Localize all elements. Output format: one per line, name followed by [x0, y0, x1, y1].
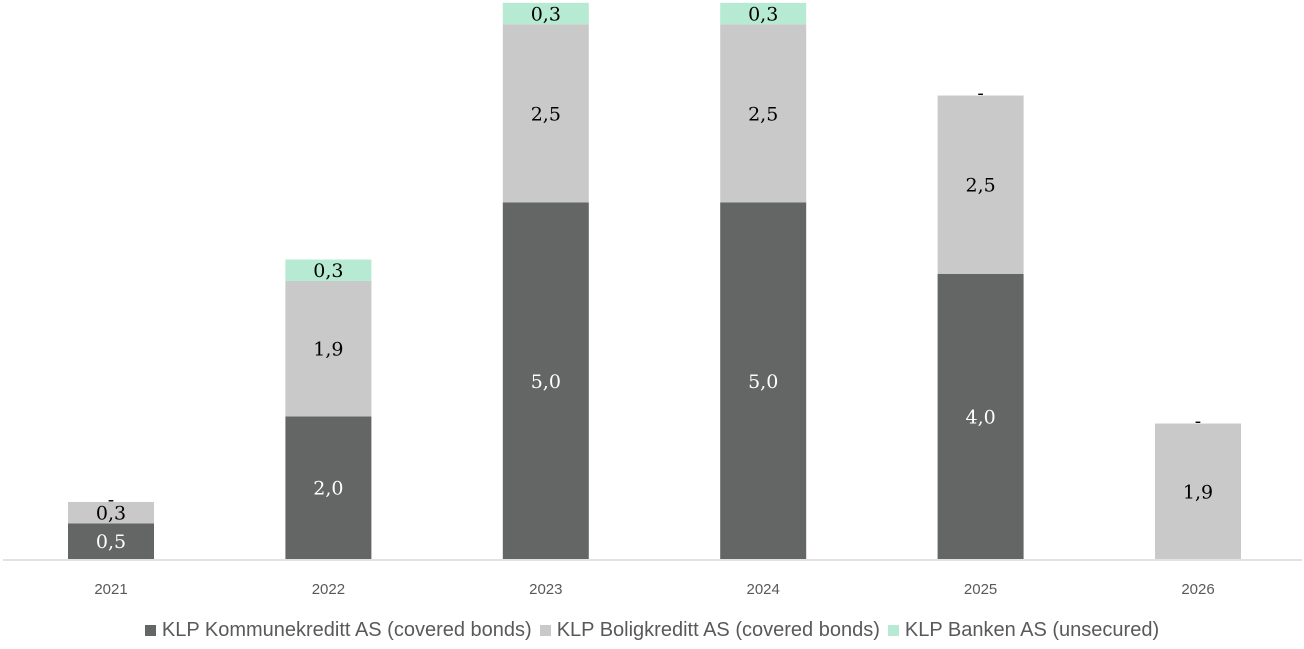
data-labels-layer: 0,50,3-2,01,90,35,02,50,35,02,50,34,02,5…: [96, 4, 1213, 554]
legend-swatch-banken: [887, 625, 899, 636]
data-label-klp-boligkreditt-as-2022: 1,9: [313, 339, 343, 361]
x-tick-label-2023: 2023: [529, 581, 562, 598]
legend-label-kommunekreditt: KLP Kommunekreditt AS (covered bonds): [161, 619, 532, 641]
legend-item-banken: KLP Banken AS (unsecured): [887, 619, 1160, 642]
data-label-klp-banken-as-2024: 0,3: [748, 4, 778, 26]
data-label-klp-banken-as-2023: 0,3: [531, 4, 561, 26]
data-label-klp-banken-as-2025: -: [977, 83, 983, 105]
data-label-klp-kommunekreditt-as-2025: 4,0: [965, 406, 995, 428]
bars-layer: [68, 2, 1241, 559]
bar-klp-kommunekreditt-as-2025: [937, 273, 1024, 559]
bar-klp-boligkreditt-as-2025: [937, 95, 1024, 274]
bar-klp-kommunekreditt-as-2021: [68, 523, 154, 559]
data-label-klp-boligkreditt-as-2021: 0,3: [96, 503, 126, 525]
legend-swatch-boligkreditt: [539, 625, 551, 636]
bar-klp-boligkreditt-as-2021: [68, 501, 154, 524]
bar-klp-banken-as-2024: [720, 2, 807, 25]
data-label-klp-kommunekreditt-as-2021: 0,5: [96, 531, 126, 553]
bar-klp-boligkreditt-as-2024: [720, 24, 807, 203]
data-label-klp-boligkreditt-as-2025: 2,5: [965, 175, 995, 197]
x-tick-label-2024: 2024: [747, 581, 780, 598]
bar-klp-banken-as-2022: [285, 259, 372, 281]
data-label-klp-banken-as-2026: -: [1195, 411, 1201, 433]
data-label-klp-banken-as-2022: 0,3: [313, 260, 343, 282]
legend-item-boligkreditt: KLP Boligkreditt AS (covered bonds): [539, 619, 880, 642]
x-tick-label-2021: 2021: [94, 581, 127, 598]
data-label-klp-kommunekreditt-as-2024: 5,0: [748, 371, 778, 393]
legend-label-banken: KLP Banken AS (unsecured): [904, 619, 1160, 641]
x-tick-labels: 2021 2022 2023 2024 2025 2026: [94, 581, 1214, 598]
data-label-klp-banken-as-2021: -: [108, 489, 114, 511]
bar-klp-kommunekreditt-as-2024: [720, 202, 807, 559]
x-tick-label-2022: 2022: [312, 581, 345, 598]
bar-klp-kommunekreditt-as-2023: [502, 202, 589, 559]
data-label-klp-boligkreditt-as-2023: 2,5: [531, 103, 561, 125]
bar-klp-boligkreditt-as-2022: [285, 280, 372, 417]
x-tick-label-2025: 2025: [964, 581, 997, 598]
x-tick-label-2026: 2026: [1181, 581, 1214, 598]
data-label-klp-kommunekreditt-as-2023: 5,0: [531, 371, 561, 393]
data-label-klp-boligkreditt-as-2026: 1,9: [1183, 481, 1213, 503]
legend-item-kommunekreditt: KLP Kommunekreditt AS (covered bonds): [144, 619, 532, 642]
bar-klp-boligkreditt-as-2026: [1155, 423, 1241, 559]
bar-klp-boligkreditt-as-2023: [502, 24, 589, 203]
legend-swatch-kommunekreditt: [144, 625, 156, 636]
legend-label-boligkreditt: KLP Boligkreditt AS (covered bonds): [556, 619, 880, 641]
chart-legend: KLP Kommunekreditt AS (covered bonds) KL…: [0, 619, 1304, 642]
data-label-klp-kommunekreditt-as-2022: 2,0: [313, 478, 343, 500]
bar-klp-banken-as-2023: [502, 2, 589, 25]
data-label-klp-boligkreditt-as-2024: 2,5: [748, 103, 778, 125]
bar-klp-kommunekreditt-as-2022: [285, 416, 372, 559]
